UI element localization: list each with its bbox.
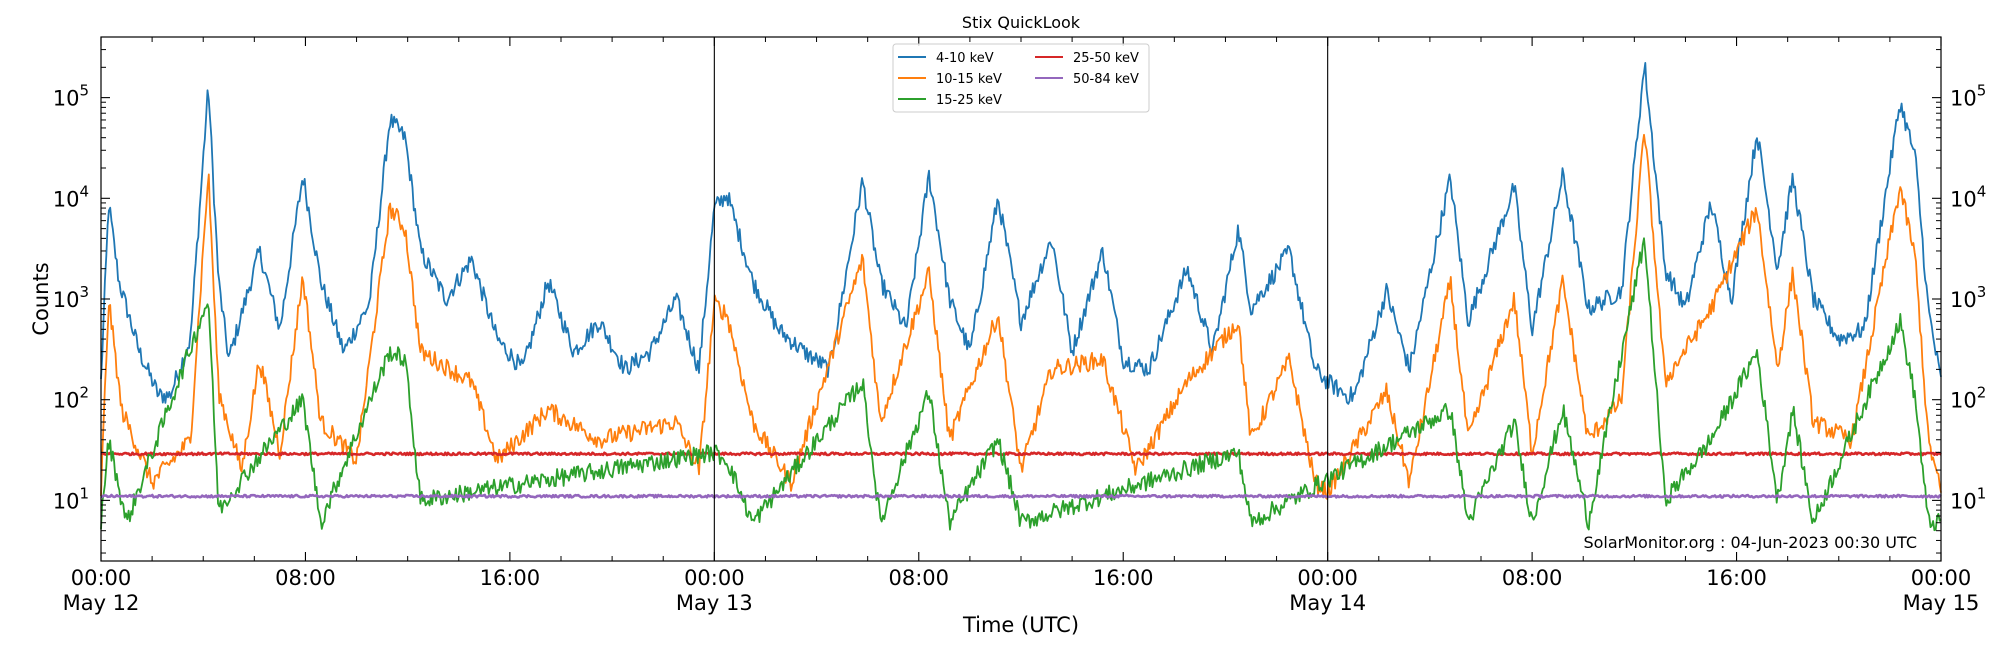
x-tick-label: 00:00: [71, 566, 132, 590]
y-tick-label-left: 102: [53, 384, 89, 413]
x-tick-label: 00:00: [684, 566, 745, 590]
x-tick-label: 16:00: [1093, 566, 1154, 590]
legend-label: 4-10 keV: [936, 51, 994, 66]
y-tick-label-left: 105: [53, 82, 89, 111]
series-layer: [100, 62, 1942, 532]
x-tick-date-label: May 12: [63, 591, 140, 615]
x-tick-label: 08:00: [275, 566, 336, 590]
x-tick-date-label: May 13: [676, 591, 753, 615]
source-annotation: SolarMonitor.org : 04-Jun-2023 00:30 UTC: [1583, 533, 1917, 552]
series-line-50-84-kev: [100, 493, 1942, 499]
x-tick-label: 08:00: [1502, 566, 1563, 590]
series-line-10-15-kev: [100, 133, 1942, 500]
y-tick-label-left: 101: [53, 484, 89, 513]
legend-label: 15-25 keV: [936, 93, 1002, 108]
y-axis-title: Counts: [29, 262, 53, 335]
y-tick-label-right: 104: [1950, 182, 1986, 211]
y-tick-label-left: 103: [53, 283, 89, 312]
series-line-25-50-kev: [100, 451, 1942, 457]
legend-label: 10-15 keV: [936, 72, 1002, 87]
x-tick-date-label: May 15: [1903, 591, 1980, 615]
x-tick-label: 00:00: [1911, 566, 1972, 590]
y-tick-label-left: 104: [53, 182, 89, 211]
y-tick-label-right: 103: [1950, 283, 1986, 312]
chart-title: Stix QuickLook: [962, 13, 1081, 32]
series-line-4-10-kev: [100, 62, 1942, 405]
x-axis-title: Time (UTC): [962, 613, 1079, 637]
x-tick-label: 00:00: [1297, 566, 1358, 590]
legend-label: 50-84 keV: [1073, 72, 1139, 87]
legend-box: [892, 43, 1150, 113]
x-tick-label: 16:00: [1706, 566, 1767, 590]
day-separators: [713, 37, 1329, 561]
y-tick-label-right: 105: [1950, 82, 1986, 111]
legend: 4-10 keV 10-15 keV 15-25 keV 25-50 keV 50-84…: [892, 43, 1150, 113]
series-line-15-25-kev: [100, 237, 1942, 532]
y-tick-label-right: 102: [1950, 384, 1986, 413]
x-tick-label: 16:00: [480, 566, 541, 590]
x-tick-date-label: May 14: [1289, 591, 1366, 615]
y-tick-label-right: 101: [1950, 484, 1986, 513]
legend-label: 25-50 keV: [1073, 51, 1139, 66]
x-tick-label: 08:00: [889, 566, 950, 590]
